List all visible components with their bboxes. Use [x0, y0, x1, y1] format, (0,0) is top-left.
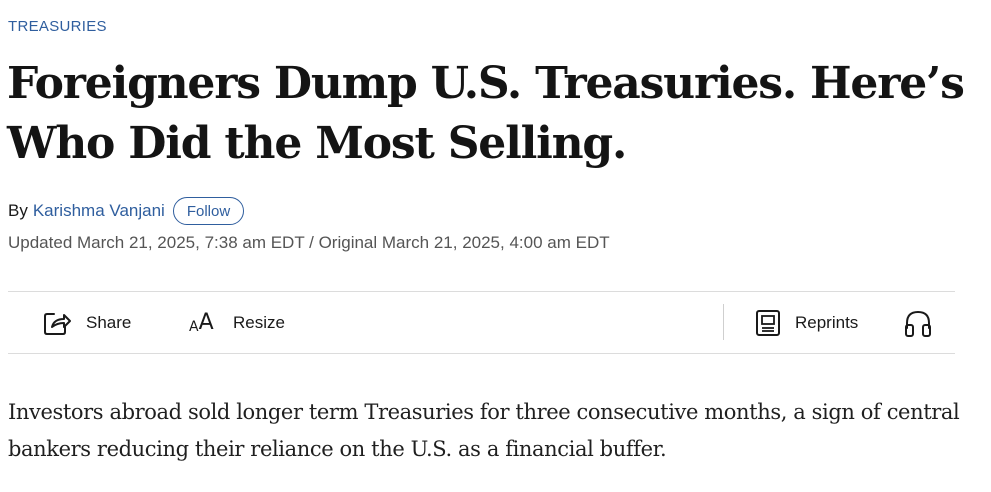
resize-label: Resize [233, 313, 285, 332]
resize-glyph-large: A [198, 310, 214, 335]
toolbar-top-divider [8, 291, 955, 292]
reprints-button[interactable]: Reprints [755, 307, 858, 339]
byline: By Karishma Vanjani Follow [8, 196, 245, 226]
reprints-icon [755, 309, 781, 337]
follow-button[interactable]: Follow [172, 197, 245, 225]
toolbar-vertical-divider [723, 304, 724, 340]
share-label: Share [86, 313, 132, 332]
byline-prefix: By [8, 201, 28, 220]
article-dek: Investors abroad sold longer term Treasu… [8, 400, 960, 461]
share-button[interactable]: Share [42, 307, 131, 339]
headphones-icon [903, 308, 933, 338]
section-tag-link[interactable]: TREASURIES [8, 18, 107, 35]
listen-button[interactable] [903, 307, 947, 339]
article-headline: Foreigners Dump U.S. Treasuries. Here’s … [7, 58, 965, 169]
resize-glyph-small: A [189, 319, 199, 335]
author-link[interactable]: Karishma Vanjani [32, 201, 165, 220]
reprints-label: Reprints [795, 313, 859, 332]
toolbar-bottom-divider [8, 353, 955, 354]
article-timestamp: Updated March 21, 2025, 7:38 am EDT / Or… [8, 233, 610, 252]
share-icon [42, 309, 72, 337]
